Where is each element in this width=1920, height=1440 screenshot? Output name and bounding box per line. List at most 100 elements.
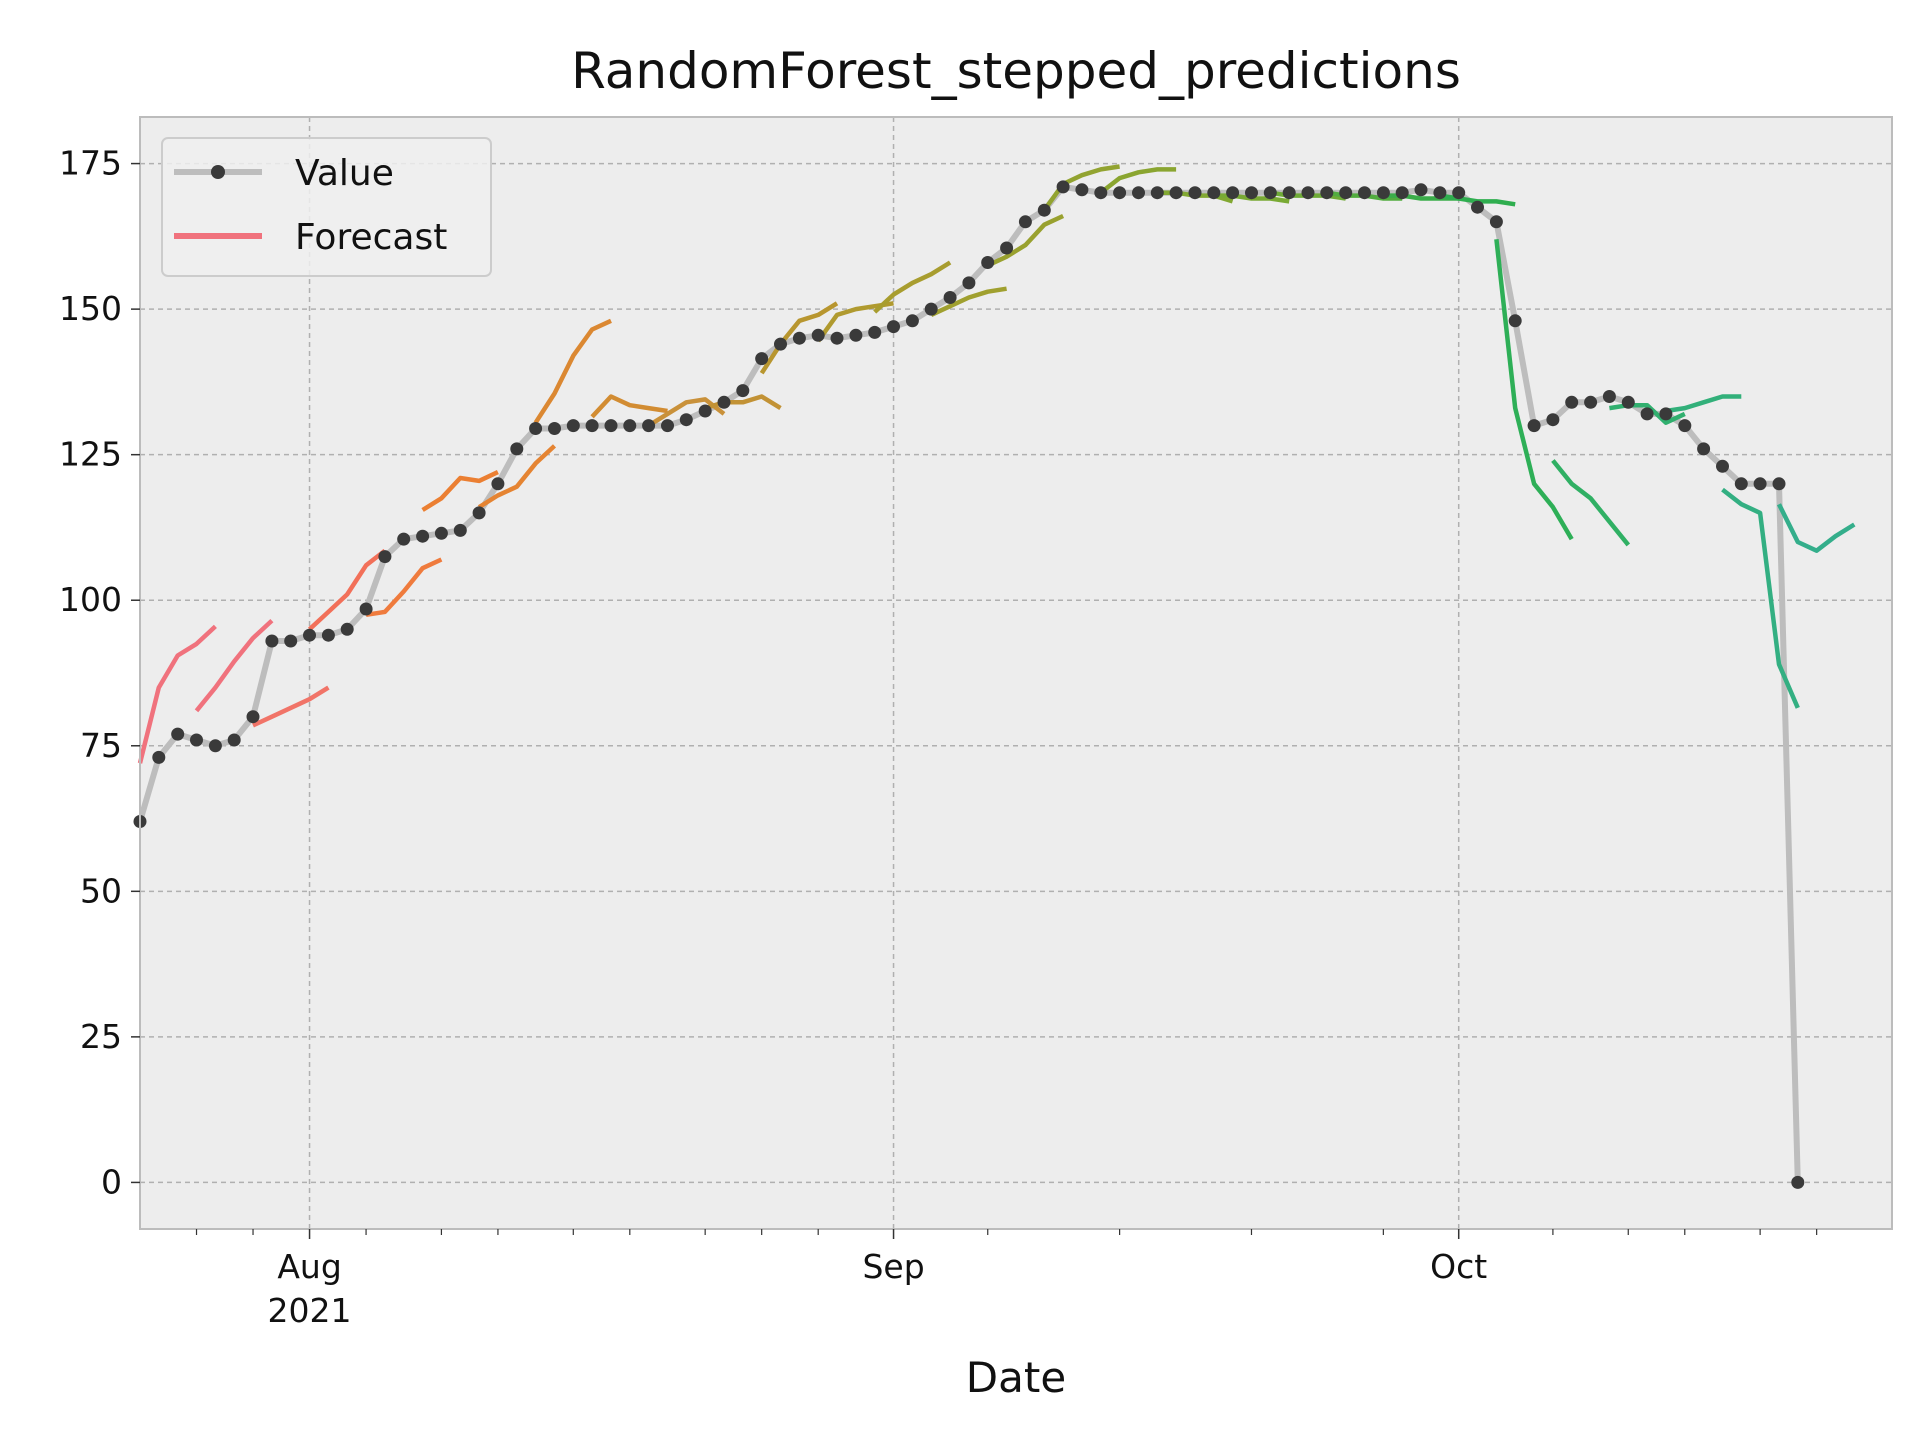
value-point — [755, 352, 769, 366]
value-point — [1772, 477, 1786, 491]
value-point — [1395, 186, 1409, 200]
y-tick-label: 50 — [80, 871, 122, 910]
forecast-line — [1551, 459, 1631, 547]
value-point — [1546, 413, 1560, 427]
forecast-line — [252, 685, 330, 728]
value-point — [284, 634, 298, 648]
value-point — [1113, 186, 1127, 200]
forecast-line — [1721, 487, 1800, 709]
value-point — [1433, 186, 1447, 200]
value-point — [887, 320, 900, 334]
value-point — [679, 413, 693, 427]
value-point — [397, 532, 411, 546]
forecast-line — [1665, 394, 1742, 414]
value-point — [1697, 442, 1711, 456]
value-point — [1565, 395, 1579, 409]
y-tick-label: 150 — [59, 289, 122, 328]
value-point — [1207, 186, 1221, 200]
forecast-line — [590, 394, 668, 419]
x-tick-sublabel: 2021 — [268, 1291, 352, 1330]
value-point — [1132, 186, 1145, 200]
value-point — [1169, 186, 1183, 200]
forecast-line — [365, 557, 443, 618]
y-tick-label: 125 — [59, 435, 122, 474]
value-point — [642, 419, 656, 433]
value-point — [1753, 477, 1767, 491]
value-point — [830, 331, 844, 345]
value-point — [548, 422, 561, 435]
forecast-series-group — [137, 164, 1856, 764]
value-point — [1150, 186, 1164, 200]
value-point — [1414, 183, 1428, 197]
value-point — [190, 733, 203, 747]
forecast-line — [194, 618, 274, 713]
legend-forecast-label: Forecast — [295, 217, 447, 258]
value-point — [1678, 419, 1692, 433]
value-point — [1037, 203, 1051, 217]
forecast-line — [986, 213, 1065, 268]
y-tick-label: 175 — [59, 144, 122, 183]
value-point — [1452, 186, 1466, 200]
value-point — [1527, 419, 1541, 433]
plot-area — [140, 117, 1892, 1229]
value-point — [811, 328, 825, 342]
y-axis: 0 25 50 75 100 125 150 175 — [59, 144, 140, 1201]
value-point — [736, 384, 750, 398]
y-tick-label: 100 — [59, 580, 122, 619]
value-point — [321, 628, 335, 642]
value-point — [208, 739, 222, 753]
value-point — [1245, 186, 1258, 200]
value-point — [359, 602, 373, 616]
value-point — [491, 477, 505, 491]
value-point — [792, 331, 806, 345]
forecast-line — [873, 260, 952, 314]
y-tick-label: 0 — [101, 1162, 122, 1201]
value-point — [529, 422, 543, 435]
x-tick-label: Sep — [862, 1247, 924, 1286]
legend: Value Forecast — [161, 137, 492, 277]
value-point — [1094, 186, 1108, 200]
value-point — [661, 419, 674, 433]
value-point — [1320, 186, 1334, 200]
value-point — [1263, 186, 1277, 200]
value-point — [227, 733, 241, 747]
x-tick-label: Oct — [1430, 1247, 1487, 1286]
value-point — [1791, 1175, 1805, 1189]
value-point — [1659, 407, 1673, 421]
value-point — [1282, 186, 1296, 200]
value-point — [340, 622, 354, 636]
value-point — [1508, 314, 1522, 328]
value-point — [510, 442, 524, 456]
value-point — [434, 526, 448, 540]
chart-title: RandomForest_stepped_predictions — [571, 42, 1461, 100]
value-point — [1075, 183, 1089, 197]
value-point — [1602, 390, 1616, 403]
forecast-line — [704, 394, 782, 411]
value-point — [472, 506, 486, 520]
forecast-line — [307, 548, 387, 631]
forecast-line — [137, 624, 217, 764]
legend-value-marker — [211, 165, 225, 179]
value-point — [585, 419, 599, 433]
value-point — [1056, 180, 1070, 194]
x-tick-label: Aug — [277, 1247, 341, 1286]
value-point — [265, 634, 279, 648]
forecast-line — [930, 286, 1007, 317]
value-point — [1358, 186, 1371, 200]
value-point — [905, 314, 919, 328]
value-point — [1188, 186, 1202, 200]
value-point — [1000, 241, 1014, 255]
value-point — [924, 302, 938, 316]
x-axis: Aug 2021 Sep Oct — [195, 1229, 1818, 1330]
value-point — [717, 395, 731, 409]
value-point — [981, 256, 995, 269]
value-point — [1226, 186, 1240, 200]
value-point — [453, 523, 467, 537]
forecast-line — [1776, 503, 1856, 553]
forecast-line — [1042, 164, 1120, 212]
value-point — [774, 337, 787, 351]
y-tick-label: 25 — [80, 1017, 122, 1056]
value-point — [1018, 215, 1032, 229]
value-point — [849, 328, 863, 342]
